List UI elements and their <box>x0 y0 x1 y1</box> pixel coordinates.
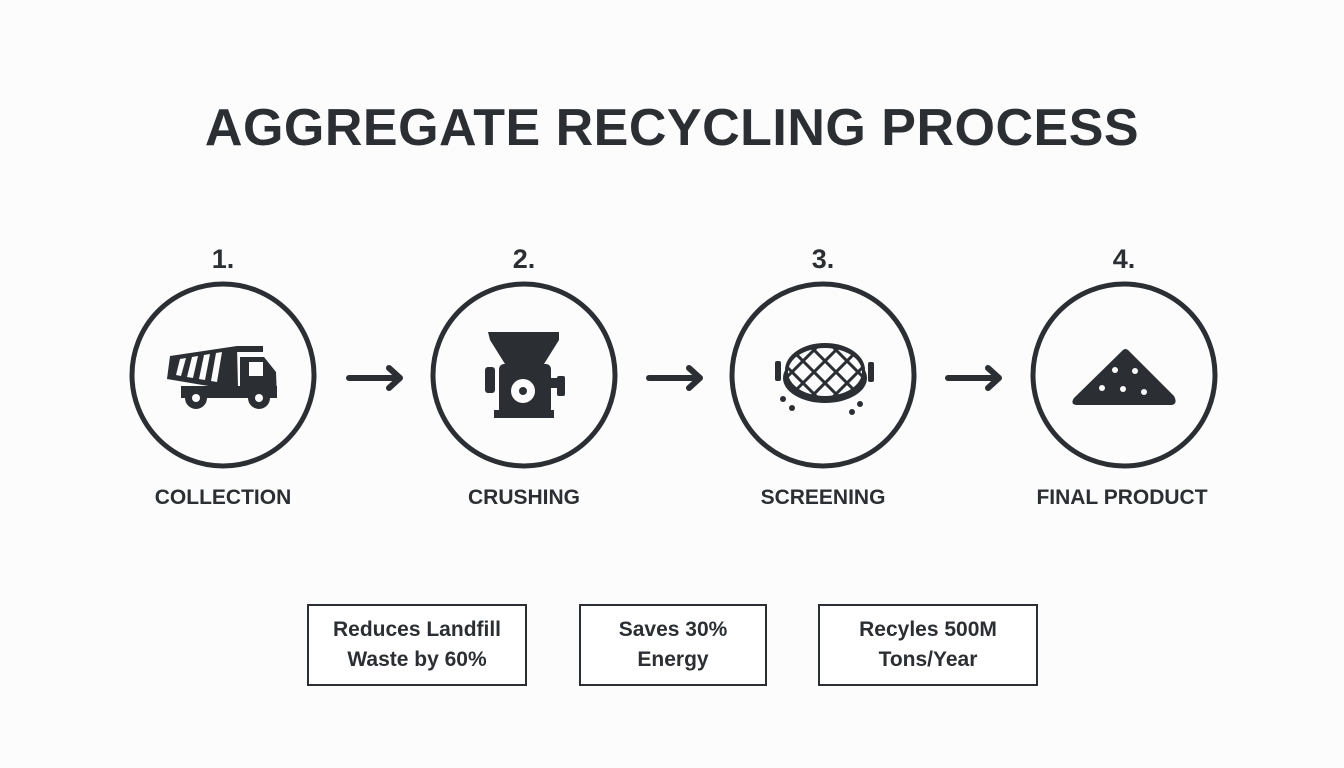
step-number-1: 1. <box>211 244 235 274</box>
stat-line: Reduces Landfill <box>332 618 502 641</box>
step-label-1: COLLECTION <box>154 486 292 509</box>
stat-box-energy: Saves 30% Energy <box>579 604 767 686</box>
step-number-3: 3. <box>811 244 835 274</box>
step-number-4: 4. <box>1112 244 1136 274</box>
arrow-right-icon <box>945 365 1002 391</box>
stat-line: Recyles 500M <box>859 618 997 641</box>
step-label-4: FINAL PRODUCT <box>1036 486 1208 509</box>
diagram-title: AGGREGATE RECYCLING PROCESS <box>204 99 1140 157</box>
stat-box-landfill: Reduces Landfill Waste by 60% <box>307 604 527 686</box>
aggregate-pile-icon <box>1072 349 1176 405</box>
stat-line: Saves 30% <box>618 618 728 641</box>
dump-truck-icon <box>167 346 277 409</box>
stat-line: Tons/Year <box>878 648 978 671</box>
step-circle-4 <box>1030 281 1218 469</box>
stat-line: Waste by 60% <box>347 648 487 671</box>
step-number-2: 2. <box>512 244 536 274</box>
step-label-2: CRUSHING <box>467 486 580 509</box>
arrow-right-icon <box>346 365 403 391</box>
sieve-icon <box>775 343 874 415</box>
arrow-right-icon <box>646 365 703 391</box>
step-circle-2 <box>430 281 618 469</box>
step-circle-1 <box>129 281 317 469</box>
step-label-3: SCREENING <box>760 486 886 509</box>
stat-box-tonnage: Recyles 500M Tons/Year <box>818 604 1038 686</box>
step-circle-3 <box>729 281 917 469</box>
crusher-icon <box>485 332 565 418</box>
stat-line: Energy <box>637 648 709 671</box>
